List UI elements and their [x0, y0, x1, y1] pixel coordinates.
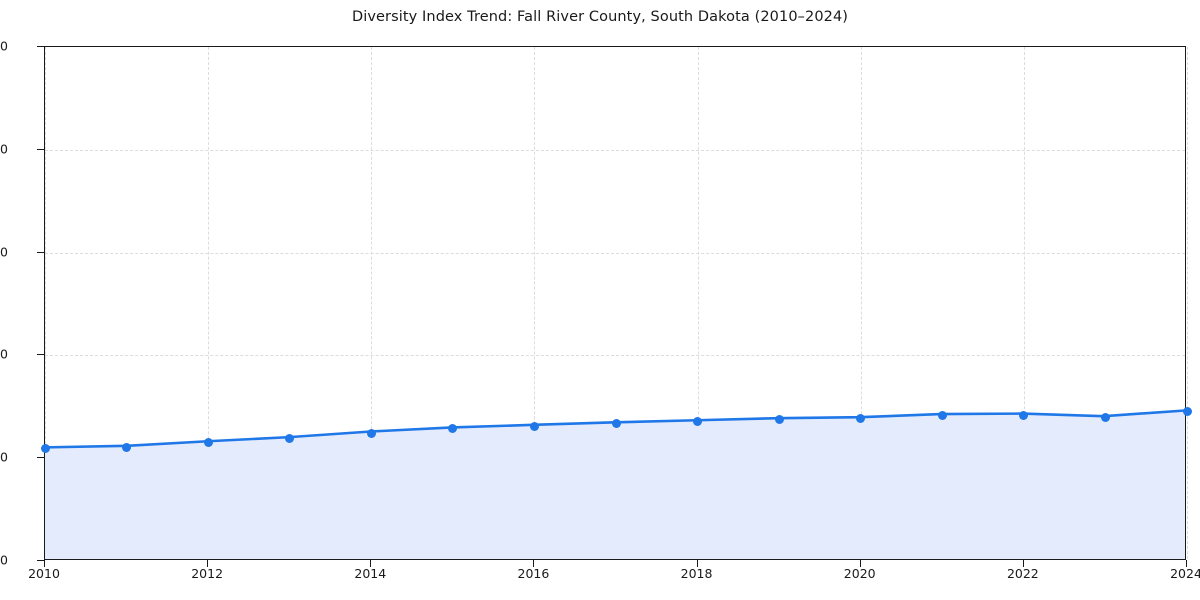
y-axis-tick-label: 100	[0, 38, 8, 54]
data-point-marker	[1100, 413, 1110, 423]
gridline-vertical	[697, 47, 699, 559]
series-line	[43, 409, 1187, 449]
gridline-vertical	[1023, 47, 1025, 559]
gridline-horizontal	[45, 149, 1185, 151]
data-point-marker	[693, 417, 703, 427]
data-point-marker	[1019, 410, 1029, 420]
data-point-marker	[40, 444, 50, 454]
x-axis-tick-mark	[859, 560, 861, 567]
data-point-marker	[203, 438, 213, 448]
x-axis-tick-label: 2022	[1006, 566, 1039, 581]
gridline-vertical	[534, 47, 536, 559]
data-point-marker	[856, 414, 866, 424]
x-axis-tick-mark	[370, 560, 372, 567]
y-axis-tick-mark	[37, 354, 44, 356]
data-point-marker	[366, 428, 376, 438]
data-point-marker	[1182, 407, 1192, 417]
x-axis-tick-mark	[44, 560, 45, 567]
y-axis-tick-mark	[37, 560, 44, 561]
x-axis-tick-label: 2016	[517, 566, 550, 581]
y-axis-tick-mark	[37, 251, 44, 253]
y-axis-tick-label: 0	[0, 552, 8, 568]
x-axis-tick-mark	[696, 560, 698, 567]
area-fill-path	[45, 410, 1185, 559]
x-axis-tick-label: 2024	[1170, 566, 1200, 581]
data-point-marker	[122, 442, 132, 452]
y-axis-tick-mark	[37, 148, 44, 150]
gridline-vertical	[371, 47, 373, 559]
gridline-vertical	[1187, 47, 1188, 559]
y-axis-tick-label: 20	[0, 449, 8, 465]
x-axis-tick-label: 2020	[843, 566, 876, 581]
data-point-marker	[774, 415, 784, 425]
y-axis-tick-label: 40	[0, 346, 8, 362]
gridline-vertical	[208, 47, 210, 559]
data-point-marker	[529, 421, 539, 431]
x-axis-tick-mark	[533, 560, 535, 567]
data-point-marker	[937, 411, 947, 421]
plot-area	[40, 46, 1192, 560]
x-axis-tick-label: 2010	[28, 566, 60, 581]
x-axis-tick-mark	[207, 560, 209, 567]
gridline-vertical	[860, 47, 862, 559]
y-axis-tick-label: 80	[0, 141, 8, 157]
x-axis-tick-mark	[1186, 560, 1187, 567]
series-line-path	[43, 409, 1187, 449]
y-axis-tick-label: 60	[0, 244, 8, 260]
data-point-marker	[448, 424, 458, 434]
area-fill	[45, 410, 1185, 559]
data-point-marker	[285, 434, 295, 444]
y-axis-tick-mark	[37, 46, 44, 47]
x-axis-tick-label: 2014	[354, 566, 387, 581]
x-axis-tick-label: 2012	[191, 566, 224, 581]
data-point-marker	[611, 419, 621, 429]
gridline-vertical	[45, 47, 46, 559]
gridline-horizontal	[45, 252, 1185, 254]
x-axis-tick-label: 2018	[680, 566, 713, 581]
x-axis-tick-mark	[1022, 560, 1024, 567]
y-axis-tick-mark	[37, 457, 44, 459]
gridline-horizontal	[45, 355, 1185, 357]
chart-title: Diversity Index Trend: Fall River County…	[351, 9, 849, 25]
